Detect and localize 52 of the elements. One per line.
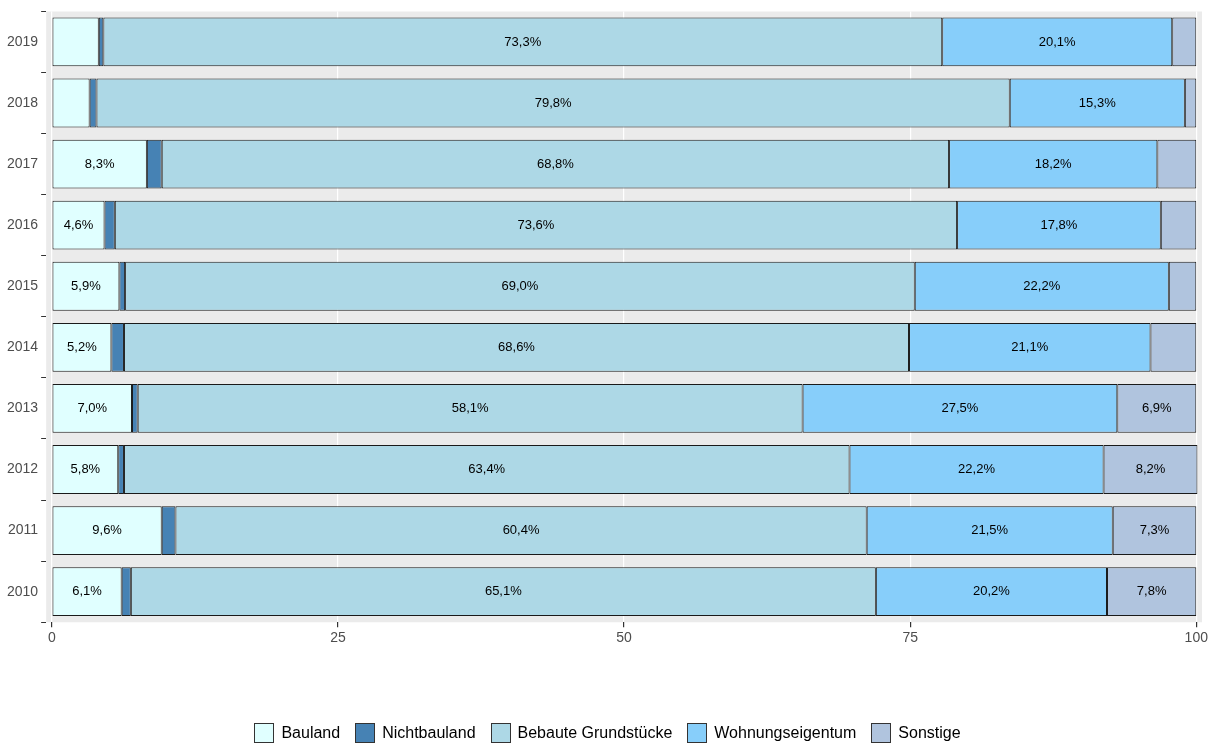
- y-tick-label: 2012: [6, 460, 39, 477]
- data-label: 20,1%: [1038, 33, 1077, 49]
- y-tick-label: 2011: [8, 521, 39, 538]
- y-tick-label: 2018: [6, 93, 39, 110]
- data-label: 4,6%: [63, 216, 94, 232]
- y-tick-label: 2019: [6, 32, 39, 49]
- y-tick-label: 2015: [6, 277, 39, 294]
- legend-label: Bebaute Grundstücke: [517, 724, 673, 742]
- data-label: 15,3%: [1078, 94, 1117, 110]
- data-label: 7,3%: [1139, 522, 1170, 538]
- x-tick-label: 25: [330, 629, 346, 646]
- data-label: 6,1%: [72, 583, 103, 599]
- data-label: 8,3%: [84, 155, 115, 171]
- data-label: 63,4%: [468, 461, 506, 477]
- data-label: 69,0%: [501, 277, 539, 293]
- data-label: 22,2%: [1023, 277, 1061, 293]
- data-label: 22,2%: [958, 461, 996, 477]
- data-label: 79,8%: [534, 94, 572, 110]
- legend-label: Sonstige: [898, 724, 961, 742]
- data-label: 7,0%: [77, 400, 108, 415]
- data-label: 27,5%: [941, 400, 979, 415]
- data-label: 68,6%: [498, 338, 536, 354]
- data-label: 17,8%: [1040, 216, 1078, 232]
- x-tick-label: 0: [47, 629, 56, 646]
- data-label: 21,1%: [1011, 338, 1049, 354]
- legend-label: Wohnungseigentum: [714, 724, 857, 742]
- data-label: 65,1%: [484, 583, 523, 599]
- data-label: 58,1%: [451, 400, 490, 415]
- x-tick-label: 50: [616, 629, 633, 646]
- data-label: 7,8%: [1136, 583, 1167, 599]
- x-tick-label: 75: [902, 629, 919, 646]
- data-label: 18,2%: [1034, 155, 1073, 171]
- data-label: 6,9%: [1141, 400, 1173, 415]
- legend-label: Nichtbauland: [382, 724, 476, 742]
- data-label: 73,6%: [517, 216, 555, 232]
- y-tick-label: 2014: [6, 338, 39, 355]
- data-label: 5,8%: [70, 461, 101, 477]
- data-label: 8,2%: [1135, 461, 1166, 477]
- data-label: 9,6%: [92, 522, 123, 538]
- y-tick-label: 2017: [6, 154, 39, 171]
- data-label: 5,9%: [71, 277, 102, 293]
- data-label: 73,3%: [504, 33, 542, 49]
- y-tick-label: 2016: [6, 216, 39, 233]
- data-label: 60,4%: [502, 522, 540, 538]
- x-tick-label: 100: [1184, 629, 1209, 646]
- y-tick-label: 2010: [6, 582, 39, 599]
- data-label: 5,2%: [67, 338, 98, 354]
- legend-label: Bauland: [281, 724, 341, 742]
- data-label: 20,2%: [972, 583, 1011, 599]
- y-tick-label: 2013: [6, 399, 39, 416]
- data-label: 68,8%: [536, 155, 575, 171]
- data-label: 21,5%: [971, 522, 1009, 538]
